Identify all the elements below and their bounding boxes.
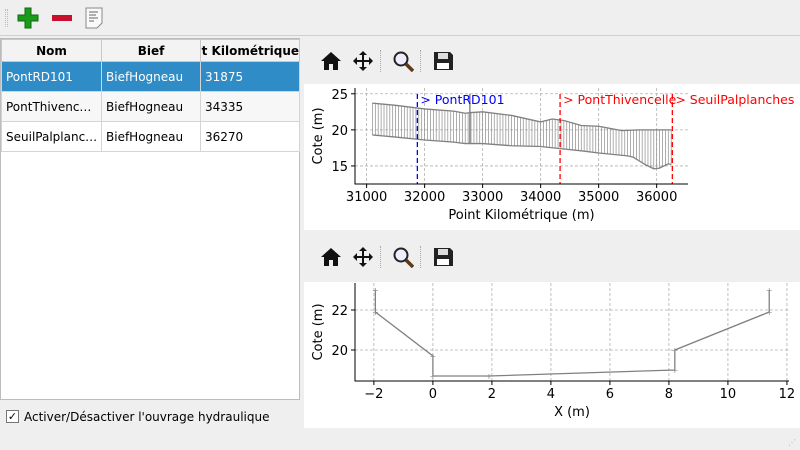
cell-nom[interactable]: SeuilPalplanc… [1, 121, 102, 152]
zoom-icon [393, 51, 414, 72]
cross-section-point: + [430, 352, 437, 361]
axes-frame [354, 88, 688, 185]
home-icon [321, 52, 341, 70]
x-tick-label: 8 [665, 387, 673, 402]
zoom-button[interactable] [390, 48, 416, 74]
x-tick-label: 35000 [578, 190, 619, 205]
activate-checkbox-label: Activer/Désactiver l'ouvrage hydraulique [24, 410, 270, 424]
plot-toolbar-profile [304, 40, 800, 80]
cross-section-point: + [372, 308, 379, 317]
pan-button[interactable] [350, 244, 376, 270]
cross-section-line [374, 290, 770, 377]
toolbar-separator [420, 246, 421, 268]
structures-table-grid: Nom Bief Point Kilométrique PontRD101Bie… [1, 39, 300, 152]
y-tick-label: 20 [331, 124, 348, 139]
y-tick-label: 25 [331, 88, 348, 103]
y-tick-label: 20 [331, 344, 348, 359]
x-tick-label: −2 [364, 387, 383, 402]
cell-pk[interactable]: 36270 [200, 121, 300, 152]
pan-icon [353, 247, 373, 267]
add-icon [17, 7, 39, 29]
document-icon [85, 7, 103, 29]
table-row[interactable]: SeuilPalplanc… BiefHogneau 36270 [1, 121, 300, 152]
remove-button[interactable] [50, 6, 74, 30]
column-header-nom[interactable]: Nom [1, 39, 102, 62]
x-tick-label: 4 [547, 387, 555, 402]
x-tick-label: 10 [720, 387, 737, 402]
main-toolbar [0, 0, 800, 36]
longitudinal-profile-plot: 31000 32000 33000 34000 35000 36000 15 20 25 Poin… [304, 84, 800, 230]
y-tick-label: 22 [331, 304, 348, 319]
x-tick-label: 34000 [520, 190, 561, 205]
x-tick-label: 33000 [462, 190, 503, 205]
y-axis-label: Cote (m) [311, 107, 326, 164]
document-button[interactable] [82, 6, 106, 30]
save-button[interactable] [430, 244, 456, 270]
save-icon [434, 248, 453, 266]
table-row[interactable]: PontRD101 BiefHogneau 31875 [1, 61, 300, 92]
save-button[interactable] [430, 48, 456, 74]
x-tick-label: 12 [779, 387, 796, 402]
pan-icon [353, 51, 373, 71]
plot-toolbar-section [304, 236, 800, 276]
structure-marker-label: > SeuilPalplanches [675, 92, 794, 107]
cell-nom[interactable]: PontRD101 [1, 61, 102, 92]
add-button[interactable] [16, 6, 40, 30]
x-tick-label: 0 [429, 387, 437, 402]
y-axis-label: Cote (m) [311, 303, 326, 360]
x-tick-label: 32000 [404, 190, 445, 205]
zoom-icon [393, 247, 414, 268]
column-header-pk-label: Point Kilométrique [201, 43, 299, 58]
cross-section-point: + [671, 366, 678, 375]
home-icon [321, 248, 341, 266]
zoom-button[interactable] [390, 244, 416, 270]
cell-bief[interactable]: BiefHogneau [101, 91, 201, 122]
home-button[interactable] [318, 48, 344, 74]
profile-line-bank_top [372, 102, 672, 132]
x-tick-label: 36000 [636, 190, 677, 205]
cell-bief[interactable]: BiefHogneau [101, 121, 201, 152]
save-icon [434, 52, 453, 70]
cell-nom[interactable]: PontThivenc… [1, 91, 102, 122]
structure-marker-label: > PontThivencelle [563, 92, 677, 107]
activate-checkbox[interactable]: ✓ [6, 410, 19, 423]
axes-frame [354, 283, 789, 382]
x-tick-label: 31000 [346, 190, 387, 205]
cross-section-point: + [486, 372, 493, 381]
cell-bief[interactable]: BiefHogneau [101, 61, 201, 92]
column-header-bief[interactable]: Bief [101, 39, 201, 62]
pan-button[interactable] [350, 48, 376, 74]
profile-line-bed_min [372, 134, 672, 170]
cross-section-point: + [766, 286, 773, 295]
y-tick-label: 15 [331, 160, 348, 175]
cross-section-point: + [430, 372, 437, 381]
toolbar-separator [380, 246, 381, 268]
cross-section-point: + [766, 308, 773, 317]
home-button[interactable] [318, 244, 344, 270]
x-tick-label: 2 [488, 387, 496, 402]
x-axis-label: X (m) [554, 405, 590, 420]
resize-grip[interactable]: ⋰ [788, 438, 796, 447]
column-header-pk[interactable]: Point Kilométrique [200, 39, 300, 62]
cross-section-point: + [372, 286, 379, 295]
cross-section-plot: −2 0 2 4 6 8 10 12 20 22 X (m) Cote (m) + + + + + + + + + [304, 282, 800, 428]
structure-marker-label: > PontRD101 [420, 92, 504, 107]
table-row[interactable]: PontThivenc… BiefHogneau 34335 [1, 91, 300, 122]
toolbar-separator [420, 50, 421, 72]
remove-icon [52, 15, 72, 21]
toolbar-separator [380, 50, 381, 72]
x-tick-label: 6 [606, 387, 614, 402]
toolbar-grip[interactable] [5, 9, 8, 27]
cross-section-point: + [671, 346, 678, 355]
cell-pk[interactable]: 34335 [200, 91, 300, 122]
x-axis-label: Point Kilométrique (m) [448, 208, 594, 223]
cell-pk[interactable]: 31875 [200, 61, 300, 92]
